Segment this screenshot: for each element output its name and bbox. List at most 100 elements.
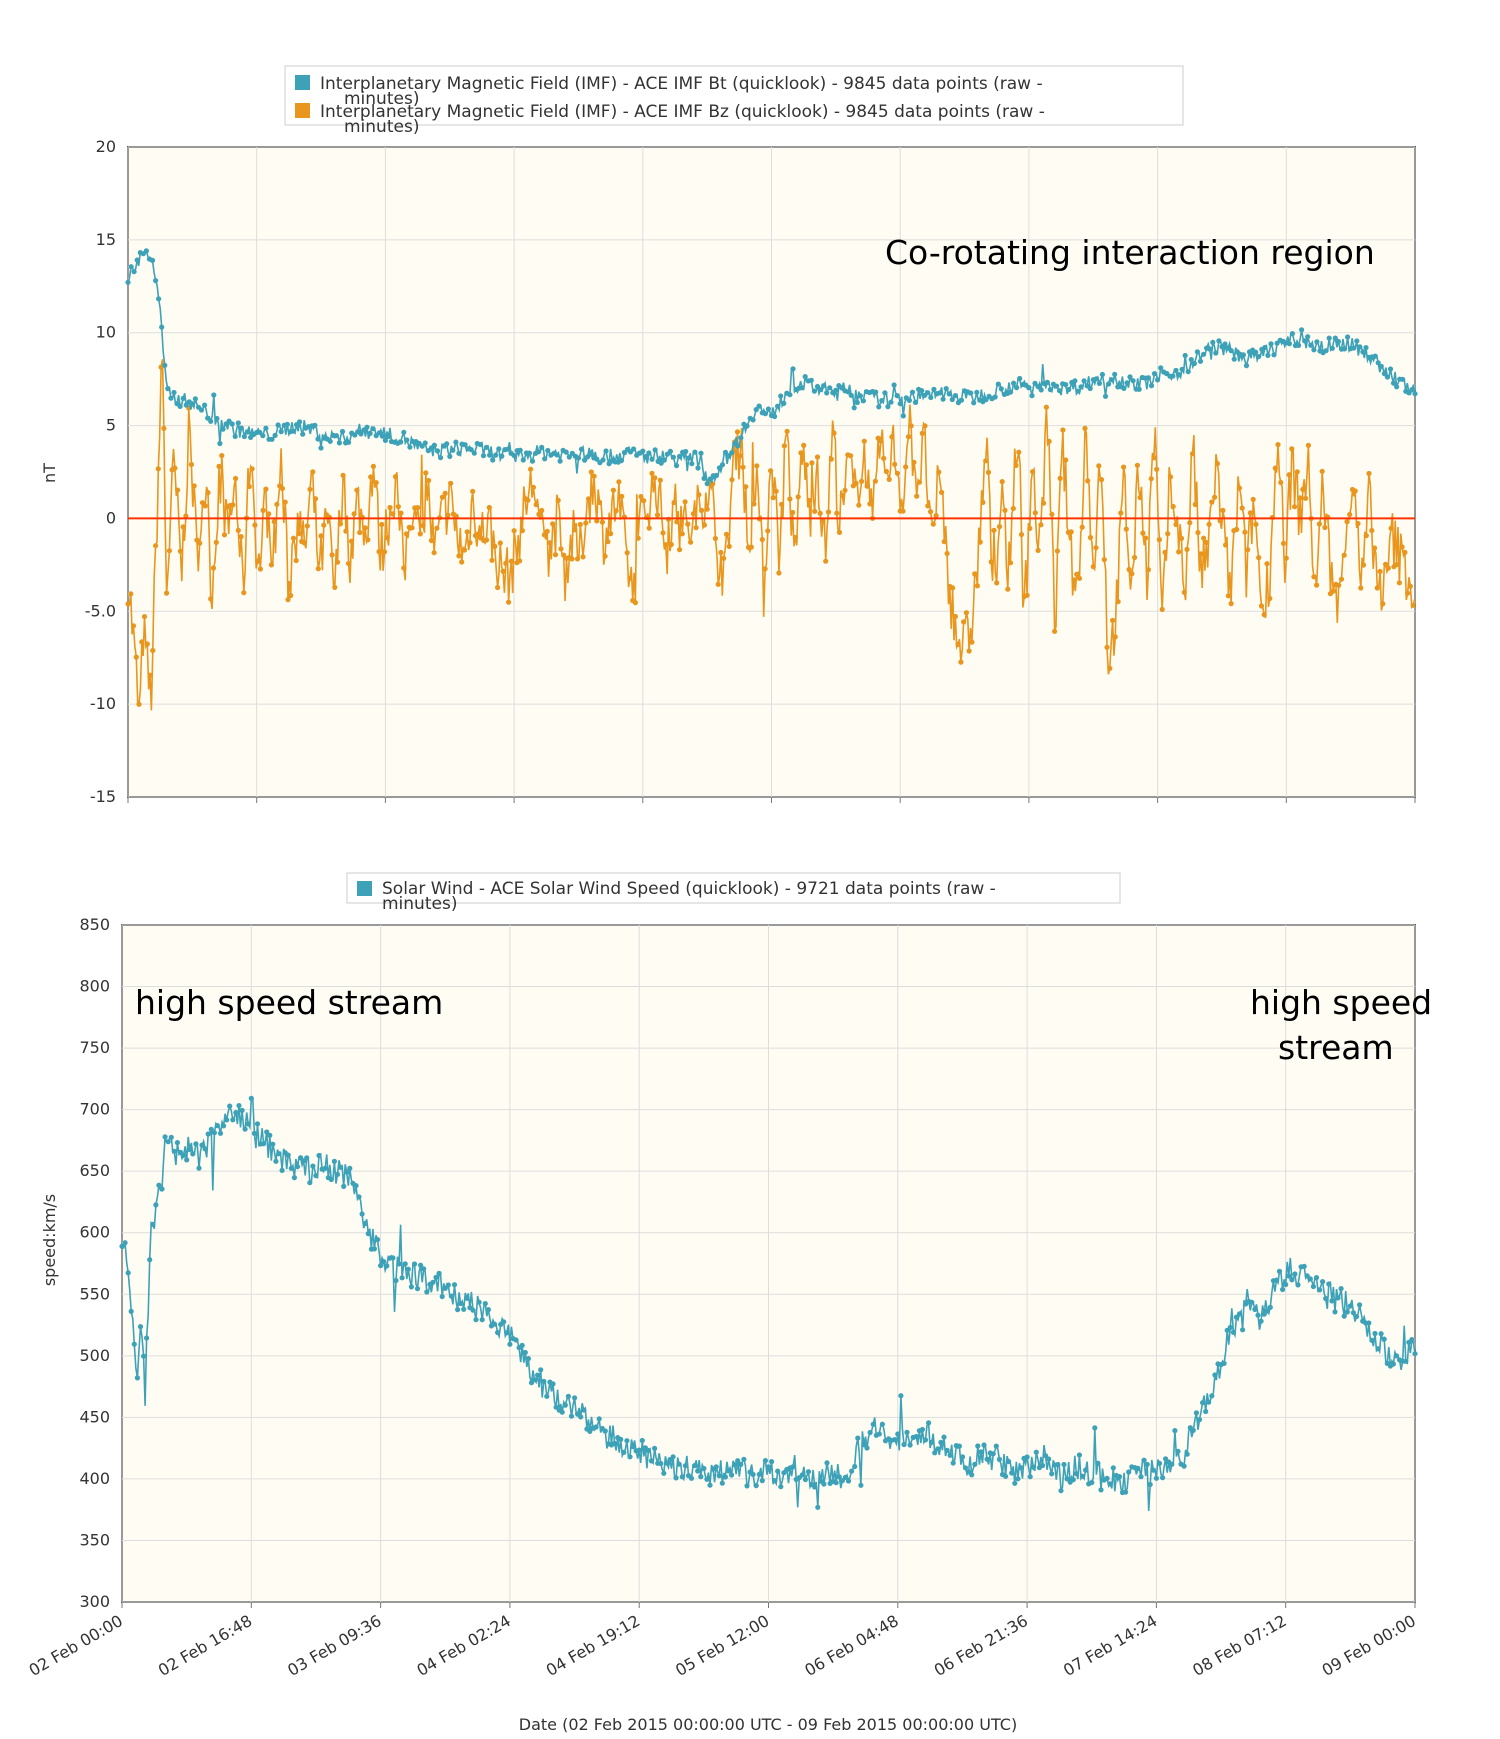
- sw-y-tick-label: 300: [79, 1592, 110, 1611]
- imf-bz-point: [166, 548, 172, 554]
- sw-speed-point: [119, 1243, 125, 1249]
- imf-bt-point: [683, 448, 689, 455]
- imf-bz-point: [583, 520, 589, 526]
- sw-speed-point: [162, 1134, 168, 1140]
- sw-speed-point: [849, 1468, 855, 1474]
- imf-bt-point: [297, 419, 303, 425]
- imf-bt-point: [220, 426, 226, 432]
- imf-bz-point: [544, 528, 550, 535]
- imf-bz-point: [1319, 468, 1325, 474]
- sw-speed-point: [913, 1433, 919, 1440]
- imf-bz-point: [1358, 585, 1364, 591]
- sw-speed-point: [901, 1441, 907, 1448]
- imf-bz-point: [1236, 485, 1242, 491]
- imf-bz-point: [754, 463, 760, 469]
- sw-legend-swatch[interactable]: [357, 881, 372, 896]
- imf-bz-point: [1134, 462, 1140, 468]
- sw-speed-point: [729, 1472, 735, 1478]
- imf-bz-point: [1410, 602, 1416, 608]
- imf-bz-point: [1151, 455, 1157, 461]
- sw-speed-point: [134, 1375, 140, 1381]
- imf-bt-point: [125, 279, 131, 285]
- sw-speed-point: [932, 1450, 938, 1456]
- imf-bz-point: [950, 585, 956, 591]
- imf-bt-point: [134, 257, 140, 263]
- imf-bz-point: [1405, 590, 1411, 596]
- imf-bz-point: [246, 483, 252, 490]
- sw-speed-point: [202, 1146, 208, 1152]
- imf-legend-bt-label[interactable]: Interplanetary Magnetic Field (IMF) - AC…: [320, 74, 1048, 109]
- imf-bz-point: [1336, 582, 1342, 588]
- imf-bz-point: [925, 503, 931, 509]
- imf-bt-point: [183, 402, 189, 408]
- imf-legend-bt-swatch[interactable]: [295, 75, 310, 90]
- imf-bt-point: [336, 440, 342, 446]
- sw-speed-point: [408, 1284, 414, 1290]
- imf-bz-point: [616, 479, 622, 485]
- imf-bz-point: [1201, 535, 1207, 541]
- sw-speed-point: [507, 1341, 513, 1347]
- imf-bz-point: [1002, 507, 1008, 513]
- sw-speed-point: [618, 1436, 624, 1442]
- sw-legend-box[interactable]: [346, 872, 1121, 904]
- imf-bt-point: [1032, 380, 1038, 386]
- imf-bt-point: [1035, 384, 1041, 390]
- sw-speed-point: [371, 1246, 377, 1252]
- sw-speed-point: [990, 1451, 996, 1457]
- imf-bt-point: [499, 453, 505, 459]
- imf-bz-point: [588, 469, 594, 475]
- imf-bt-point: [692, 449, 698, 455]
- imf-bt-point: [407, 444, 413, 450]
- imf-legend-bz-label[interactable]: Interplanetary Magnetic Field (IMF) - AC…: [320, 102, 1050, 137]
- imf-bz-point: [668, 541, 674, 548]
- sw-speed-point: [1276, 1268, 1283, 1274]
- imf-bt-point: [845, 389, 851, 395]
- imf-bz-point: [892, 461, 898, 467]
- sw-speed-point: [525, 1356, 532, 1362]
- sw-speed-point: [485, 1307, 491, 1313]
- imf-bt-point: [885, 404, 891, 410]
- imf-bt-point: [385, 433, 392, 440]
- imf-bz-point: [914, 493, 920, 499]
- sw-speed-point: [1301, 1263, 1307, 1269]
- imf-legend-bz-swatch[interactable]: [295, 103, 310, 118]
- sw-speed-point: [1289, 1277, 1295, 1283]
- sw-speed-point: [1135, 1465, 1141, 1471]
- imf-bz-point: [1068, 529, 1074, 535]
- imf-bz-point: [1074, 571, 1080, 577]
- imf-bz-point: [1098, 477, 1105, 483]
- imf-bz-point: [550, 521, 556, 527]
- sw-speed-point: [217, 1130, 224, 1136]
- imf-bz-point: [428, 537, 434, 544]
- sw-speed-point: [156, 1182, 162, 1188]
- imf-bt-point: [713, 472, 719, 479]
- imf-bz-point: [1372, 545, 1378, 551]
- imf-bt-point: [946, 391, 952, 397]
- imf-bz-point: [803, 462, 810, 468]
- imf-bt-point: [468, 447, 474, 453]
- imf-bz-point: [1010, 505, 1016, 512]
- sw-speed-point: [562, 1402, 568, 1408]
- sw-speed-point: [328, 1176, 334, 1183]
- sw-speed-point: [1372, 1330, 1378, 1337]
- imf-bz-point: [1032, 510, 1038, 516]
- sw-legend-label[interactable]: Solar Wind - ACE Solar Wind Speed (quick…: [382, 879, 1001, 914]
- imf-bt-point: [1176, 372, 1182, 378]
- sw-x-tick-label: 09 Feb 00:00: [1319, 1611, 1419, 1680]
- sw-x-tick-label: 08 Feb 07:12: [1189, 1611, 1289, 1680]
- sw-speed-point: [224, 1117, 230, 1123]
- imf-bz-point: [1041, 500, 1047, 506]
- imf-legend-box[interactable]: [284, 65, 1184, 126]
- imf-bz-point: [153, 543, 159, 549]
- imf-bz-point: [439, 494, 445, 500]
- imf-bz-point: [335, 559, 341, 565]
- imf-bz-point: [1303, 495, 1309, 501]
- sw-speed-point: [470, 1307, 476, 1313]
- imf-bz-point: [974, 583, 981, 589]
- imf-bz-point: [288, 592, 294, 599]
- imf-bz-point: [903, 464, 909, 470]
- imf-bt-point: [1289, 331, 1295, 337]
- imf-bt-point: [229, 421, 235, 427]
- sw-speed-point: [676, 1461, 682, 1467]
